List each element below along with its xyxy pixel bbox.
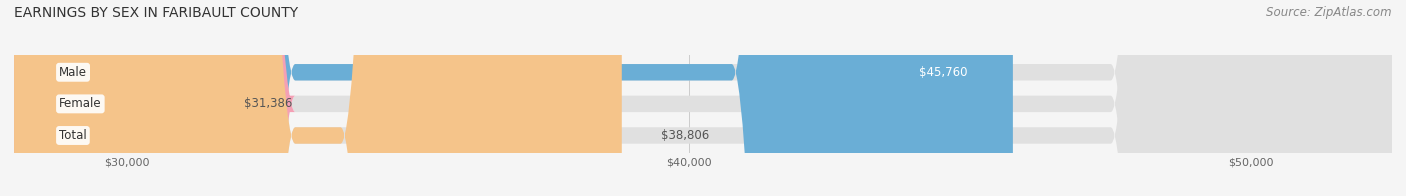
Text: Source: ZipAtlas.com: Source: ZipAtlas.com (1267, 6, 1392, 19)
FancyBboxPatch shape (14, 0, 1392, 196)
FancyBboxPatch shape (14, 0, 1012, 196)
Text: $31,386: $31,386 (243, 97, 292, 110)
Text: EARNINGS BY SEX IN FARIBAULT COUNTY: EARNINGS BY SEX IN FARIBAULT COUNTY (14, 6, 298, 20)
FancyBboxPatch shape (14, 0, 1392, 196)
Text: Male: Male (59, 66, 87, 79)
Text: $45,760: $45,760 (920, 66, 967, 79)
Text: $38,806: $38,806 (661, 129, 710, 142)
Text: Female: Female (59, 97, 101, 110)
FancyBboxPatch shape (14, 0, 1392, 196)
FancyBboxPatch shape (14, 0, 621, 196)
FancyBboxPatch shape (0, 0, 295, 196)
Text: Total: Total (59, 129, 87, 142)
